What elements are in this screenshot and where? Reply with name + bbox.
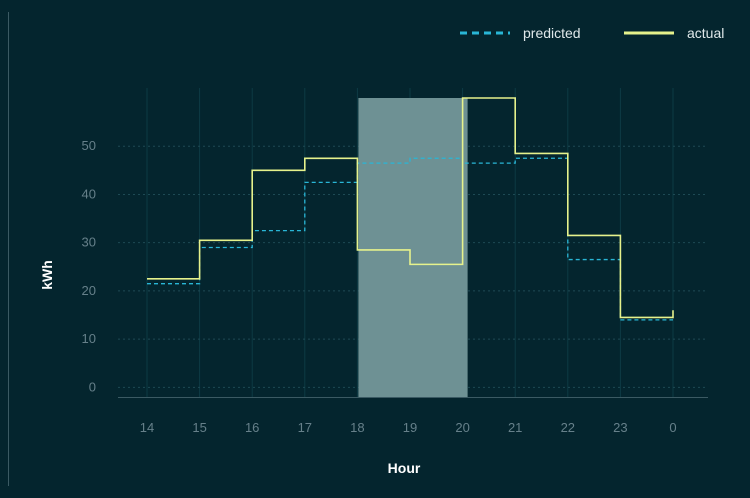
y-tick-label: 10	[82, 331, 96, 346]
series-lines	[147, 97, 674, 321]
legend: predicted actual	[460, 25, 724, 41]
legend-label-actual: actual	[687, 25, 724, 41]
y-tick-label: 40	[82, 186, 96, 201]
y-tick-labels: 0 10 20 30 40 50	[82, 138, 96, 394]
x-tick-label: 20	[455, 420, 469, 435]
y-tick-label: 20	[82, 283, 96, 298]
x-tick-label: 19	[403, 420, 417, 435]
y-tick-label: 50	[82, 138, 96, 153]
highlight-band	[358, 98, 468, 397]
x-tick-labels: 14 15 16 17 18 19 20 21 22 23 0	[140, 420, 677, 435]
series-line-predicted	[147, 157, 673, 321]
legend-label-predicted: predicted	[523, 25, 581, 41]
x-tick-label: 15	[192, 420, 206, 435]
x-tick-label: 22	[561, 420, 575, 435]
y-tick-label: 30	[82, 235, 96, 250]
x-tick-label: 21	[508, 420, 522, 435]
x-tick-label: 18	[350, 420, 364, 435]
x-tick-label: 0	[669, 420, 676, 435]
x-tick-label: 16	[245, 420, 259, 435]
x-tick-label: 23	[613, 420, 627, 435]
series-line-actual	[147, 97, 674, 319]
x-axis-title: Hour	[388, 460, 421, 476]
y-axis-title: kWh	[39, 260, 55, 290]
x-tick-label: 14	[140, 420, 154, 435]
y-tick-label: 0	[89, 379, 96, 394]
x-tick-label: 17	[298, 420, 312, 435]
